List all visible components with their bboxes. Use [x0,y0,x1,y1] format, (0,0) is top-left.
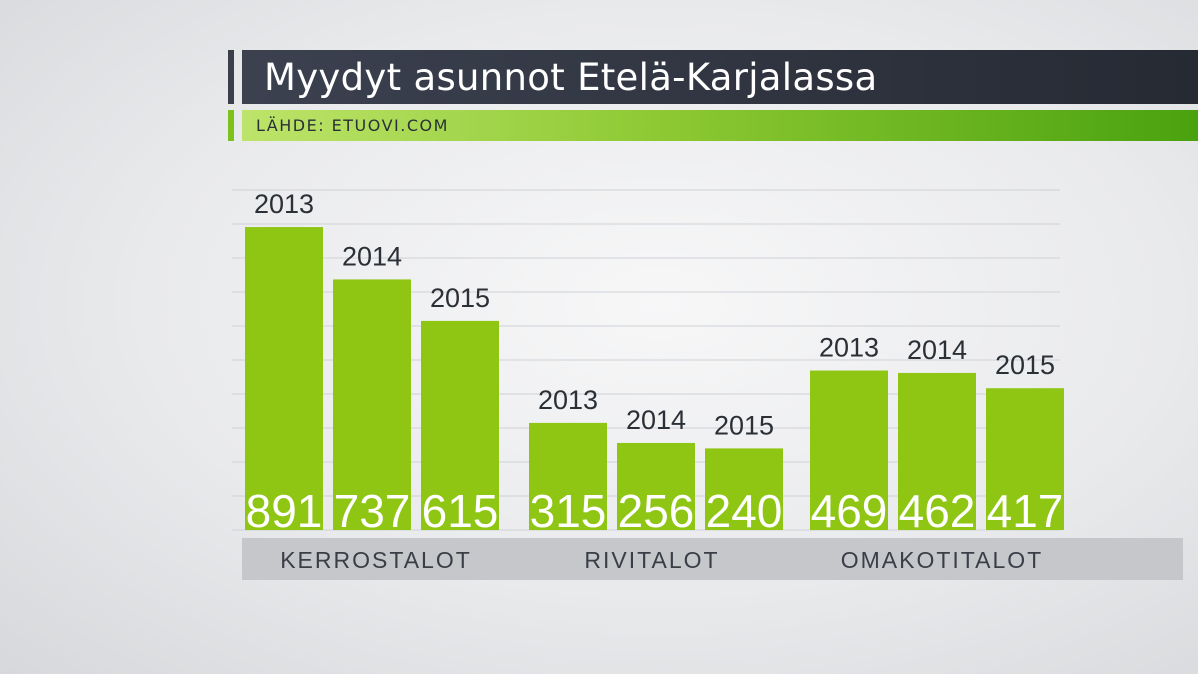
bar-value-label: 469 [811,485,888,537]
chart-title: Myydyt asunnot Etelä-Karjalassa [264,55,878,99]
bar-year-label: 2015 [430,283,490,313]
title-bar: Myydyt asunnot Etelä-Karjalassa [242,50,1198,104]
bar-value-label: 462 [899,485,976,537]
bar [245,227,323,530]
bar-value-label: 891 [246,485,323,537]
bar-year-label: 2014 [626,405,686,435]
category-label: KERROSTALOT [280,547,472,573]
bar-year-label: 2013 [538,385,598,415]
category-label: RIVITALOT [584,547,719,573]
bar-value-label: 737 [334,485,411,537]
bar-value-label: 615 [422,485,499,537]
bar [810,370,888,530]
bar-year-label: 2015 [714,410,774,440]
source-accent-bar [228,110,234,141]
bar [529,422,607,530]
bar-year-label: 2014 [342,241,402,271]
source-bar: LÄHDE: ETUOVI.COM [242,110,1198,141]
bar [333,279,411,530]
bar [986,388,1064,530]
bar [421,320,499,530]
bar-value-label: 417 [987,485,1064,537]
source-label: LÄHDE: ETUOVI.COM [256,116,449,135]
bar-year-label: 2013 [819,333,879,363]
bar-value-label: 315 [530,485,607,537]
category-label: OMAKOTITALOT [841,547,1043,573]
bar [898,372,976,530]
category-axis-band [242,538,1183,580]
bar-value-label: 256 [618,485,695,537]
bar-year-label: 2015 [995,350,1055,380]
bar [705,448,783,530]
bar-year-label: 2013 [254,189,314,219]
bar-year-label: 2014 [907,335,967,365]
bar [617,442,695,530]
title-accent-bar [228,50,234,104]
bar-value-label: 240 [706,485,783,537]
